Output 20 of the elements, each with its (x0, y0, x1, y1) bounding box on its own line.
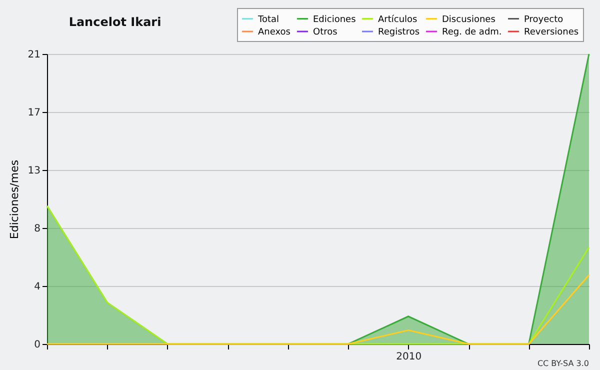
legend-label: Otros (313, 28, 338, 38)
legend-label: Reversiones (524, 28, 579, 38)
y-tick-label: 0 (34, 340, 40, 350)
legend-label: Artículos (378, 14, 418, 25)
legend-label: Total (257, 14, 280, 25)
legend-label: Anexos (258, 28, 291, 38)
x-tick-label: 2010 (396, 352, 422, 362)
legend-label: Registros (378, 28, 420, 38)
legend-label: Reg. de adm. (442, 28, 502, 38)
text: CC BY-SA 3.0 (537, 359, 589, 368)
legend-label: Proyecto (524, 14, 564, 25)
legend-label: Ediciones (313, 14, 356, 25)
y-tick-label: 21 (28, 50, 40, 60)
y-tick-label: 8 (34, 224, 40, 234)
y-tick-label: 13 (28, 166, 40, 176)
y-tick-label: 4 (34, 282, 40, 292)
chart-title: Lancelot Ikari (68, 15, 162, 29)
y-tick-label: 17 (28, 108, 40, 118)
y-axis-title: Ediciones/mes (8, 160, 21, 240)
legend-label: Discusiones (442, 14, 496, 25)
